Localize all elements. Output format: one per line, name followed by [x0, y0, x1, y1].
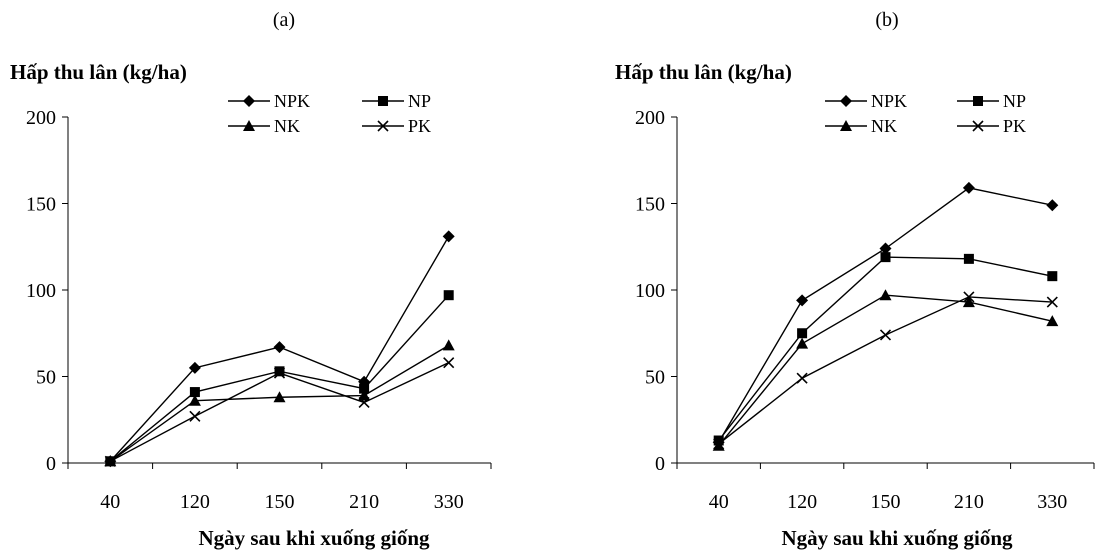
series-np-point — [1047, 271, 1058, 282]
series-np-point — [274, 366, 285, 377]
series-nk-point — [358, 389, 371, 401]
series-npk-point — [879, 242, 892, 255]
x-tick-label: 150 — [265, 491, 295, 513]
x-tick-label: 40 — [100, 491, 120, 513]
series-npk-point — [188, 361, 201, 374]
series-npk-point — [273, 341, 286, 354]
legend-marker-npk — [243, 95, 255, 107]
series-np-point — [189, 387, 200, 398]
legend-label: NPK — [274, 91, 310, 111]
panel-b: (b) Hấp thu lân (kg/ha) 0 50 100 150 200 40 120 1… — [615, 9, 1095, 550]
panel-a: (a) Hấp thu lân (kg/ha) 0 50 100 150 200 40 120 1… — [10, 9, 492, 550]
legend: NPK NP NK PK — [228, 91, 431, 136]
series-npk-point — [796, 294, 809, 307]
legend: NPK NP NK PK — [825, 91, 1026, 136]
series-pk-point — [1046, 296, 1058, 308]
legend-label: PK — [1003, 116, 1026, 136]
x-tick-label: 120 — [787, 491, 817, 513]
series-np-point — [359, 383, 370, 394]
series-nk-point — [796, 337, 809, 349]
y-tick-label: 100 — [26, 280, 56, 302]
legend-marker-pk — [972, 120, 984, 132]
y-tick-label: 0 — [655, 453, 665, 475]
legend-label: NPK — [871, 91, 907, 111]
legend-marker-np — [378, 96, 388, 106]
series-np-point — [880, 252, 891, 263]
legend-label: NK — [871, 116, 897, 136]
series-npk-point — [962, 181, 975, 194]
x-axis-title: Ngày sau khi xuống giống — [198, 526, 430, 550]
y-axis-title: Hấp thu lân (kg/ha) — [615, 60, 792, 84]
legend-marker-nk — [840, 120, 852, 131]
series-npk-point — [442, 230, 455, 243]
series-nk-point — [879, 289, 892, 301]
series-pk-point — [104, 455, 116, 467]
y-tick-label: 0 — [46, 453, 56, 475]
x-tick-label: 210 — [954, 491, 984, 513]
legend-marker-pk — [377, 120, 389, 132]
x-tick-label: 330 — [434, 491, 464, 513]
series-nk-point — [962, 296, 975, 308]
legend-marker-npk — [840, 95, 852, 107]
series-pk-point — [358, 396, 370, 409]
y-tick-label: 200 — [635, 107, 665, 129]
series-pk-point — [443, 357, 455, 369]
series-nk-point — [273, 391, 286, 403]
panel-label: (a) — [273, 9, 295, 31]
legend-label: NK — [274, 116, 300, 136]
legend-marker-np — [973, 96, 983, 106]
series-nk-point — [442, 339, 455, 351]
x-tick-label: 210 — [349, 491, 379, 513]
series-np-point — [797, 328, 808, 339]
y-tick-label: 150 — [26, 194, 56, 216]
series-np-point — [963, 253, 974, 264]
series-pk-line — [109, 362, 449, 462]
series-pk-point — [963, 291, 975, 303]
y-axis-title: Hấp thu lân (kg/ha) — [10, 60, 187, 84]
legend-label: NP — [408, 91, 431, 111]
legend-marker-nk — [243, 120, 255, 131]
series-pk-point — [879, 329, 892, 341]
y-tick-label: 50 — [645, 367, 665, 389]
series-pk-point — [796, 372, 808, 384]
series-np-line — [718, 256, 1053, 441]
series-np-line — [109, 294, 450, 462]
series-nk-line — [718, 294, 1053, 447]
y-tick-label: 150 — [635, 194, 665, 216]
x-tick-label: 40 — [709, 491, 729, 513]
series-pk-point — [713, 438, 725, 450]
legend-label: PK — [408, 116, 431, 136]
series-pk-point — [189, 410, 201, 422]
series-pk-point — [273, 367, 286, 379]
x-tick-label: 330 — [1037, 491, 1067, 513]
series-nk-line — [109, 344, 450, 462]
series-nk-point — [188, 394, 201, 406]
y-tick-label: 50 — [36, 367, 56, 389]
series-npk-point — [1046, 199, 1059, 212]
y-tick-label: 100 — [635, 280, 665, 302]
series-np-point — [443, 290, 454, 301]
y-tick-label: 200 — [26, 107, 56, 129]
x-tick-label: 150 — [871, 491, 901, 513]
panel-label: (b) — [875, 9, 898, 31]
legend-label: NP — [1003, 91, 1026, 111]
x-tick-label: 120 — [180, 491, 210, 513]
x-axis-title: Ngày sau khi xuống giống — [781, 526, 1013, 550]
series-nk-point — [1046, 315, 1059, 327]
series-pk-line — [718, 296, 1053, 445]
